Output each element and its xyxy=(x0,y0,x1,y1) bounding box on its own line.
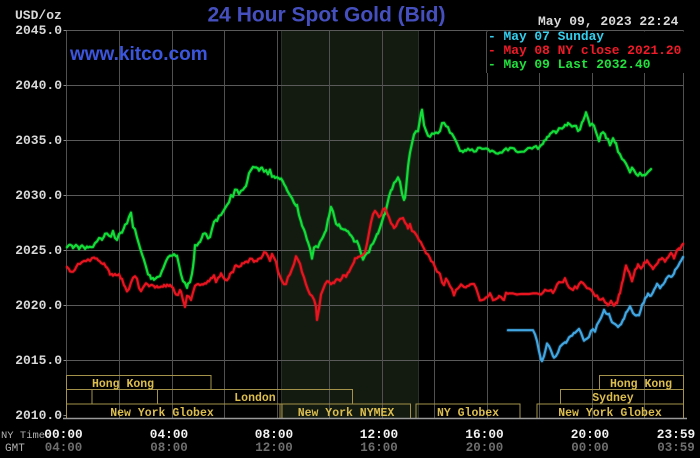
svg-text:2035.0: 2035.0 xyxy=(15,133,62,148)
svg-text:2015.0: 2015.0 xyxy=(15,353,62,368)
svg-text:2045.0: 2045.0 xyxy=(15,23,62,38)
svg-text:Hong Kong: Hong Kong xyxy=(610,378,672,391)
svg-text:GMT: GMT xyxy=(5,443,25,455)
svg-text:Hong Kong: Hong Kong xyxy=(92,378,154,391)
svg-text:08:00: 08:00 xyxy=(150,441,188,455)
svg-text:12:00: 12:00 xyxy=(360,427,398,442)
svg-text:12:00: 12:00 xyxy=(255,441,293,455)
svg-text:New York Globex: New York Globex xyxy=(558,407,662,420)
svg-text:16:00: 16:00 xyxy=(360,441,398,455)
svg-text:2010.0: 2010.0 xyxy=(15,408,62,423)
svg-text:New York NYMEX: New York NYMEX xyxy=(298,407,395,420)
svg-text:- May 07 Sunday: - May 07 Sunday xyxy=(488,29,604,44)
svg-text:04:00: 04:00 xyxy=(150,427,188,442)
svg-text:- May 08 NY close 2021.20: - May 08 NY close 2021.20 xyxy=(488,43,681,58)
svg-text:2025.0: 2025.0 xyxy=(15,243,62,258)
svg-text:www.kitco.com: www.kitco.com xyxy=(69,44,208,65)
svg-text:00:00: 00:00 xyxy=(44,427,82,442)
svg-text:Sydney: Sydney xyxy=(592,392,634,405)
svg-text:May 09, 2023 22:24: May 09, 2023 22:24 xyxy=(538,14,679,29)
svg-text:2020.0: 2020.0 xyxy=(15,298,62,313)
svg-text:04:00: 04:00 xyxy=(45,441,83,455)
svg-text:00:00: 00:00 xyxy=(571,441,609,455)
svg-text:USD/oz: USD/oz xyxy=(15,8,62,23)
svg-text:08:00: 08:00 xyxy=(255,427,293,442)
svg-text:03:59: 03:59 xyxy=(657,441,695,455)
svg-text:NY Time: NY Time xyxy=(1,430,45,442)
svg-text:New York Globex: New York Globex xyxy=(110,407,214,420)
svg-text:NY Globex: NY Globex xyxy=(437,407,499,420)
svg-text:2030.0: 2030.0 xyxy=(15,188,62,203)
svg-text:2040.0: 2040.0 xyxy=(15,78,62,93)
svg-text:16:00: 16:00 xyxy=(465,427,503,442)
svg-text:- May 09 Last 2032.40: - May 09 Last 2032.40 xyxy=(488,57,650,72)
svg-text:London: London xyxy=(234,392,276,405)
svg-text:20:00: 20:00 xyxy=(571,427,609,442)
svg-text:20:00: 20:00 xyxy=(466,441,504,455)
svg-text:23:59: 23:59 xyxy=(657,427,695,442)
svg-text:24 Hour Spot Gold (Bid): 24 Hour Spot Gold (Bid) xyxy=(208,4,446,27)
